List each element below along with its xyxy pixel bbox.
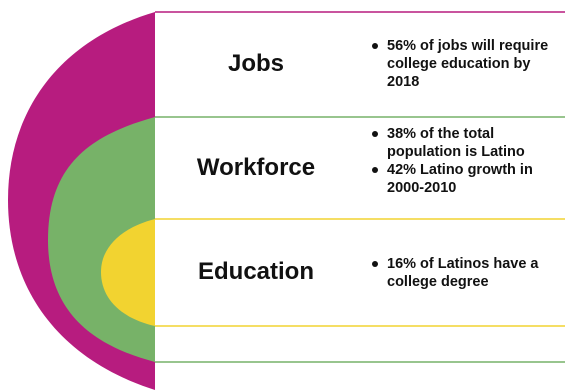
- education-bullet-1: 16% of Latinos have a college degree: [372, 255, 562, 291]
- jobs-bullet-1: 56% of jobs will require college educati…: [372, 37, 562, 91]
- education-arc: [101, 219, 155, 326]
- workforce-bullets: 38% of the total population is Latino 42…: [372, 125, 562, 197]
- jobs-bullets: 56% of jobs will require college educati…: [372, 37, 562, 91]
- workforce-bullet-2: 42% Latino growth in 2000-2010: [372, 161, 562, 197]
- workforce-bullet-1: 38% of the total population is Latino: [372, 125, 562, 161]
- education-label: Education: [197, 258, 314, 285]
- education-bullets: 16% of Latinos have a college degree: [372, 255, 562, 291]
- workforce-label: Workforce: [196, 154, 316, 181]
- jobs-label: Jobs: [227, 50, 284, 77]
